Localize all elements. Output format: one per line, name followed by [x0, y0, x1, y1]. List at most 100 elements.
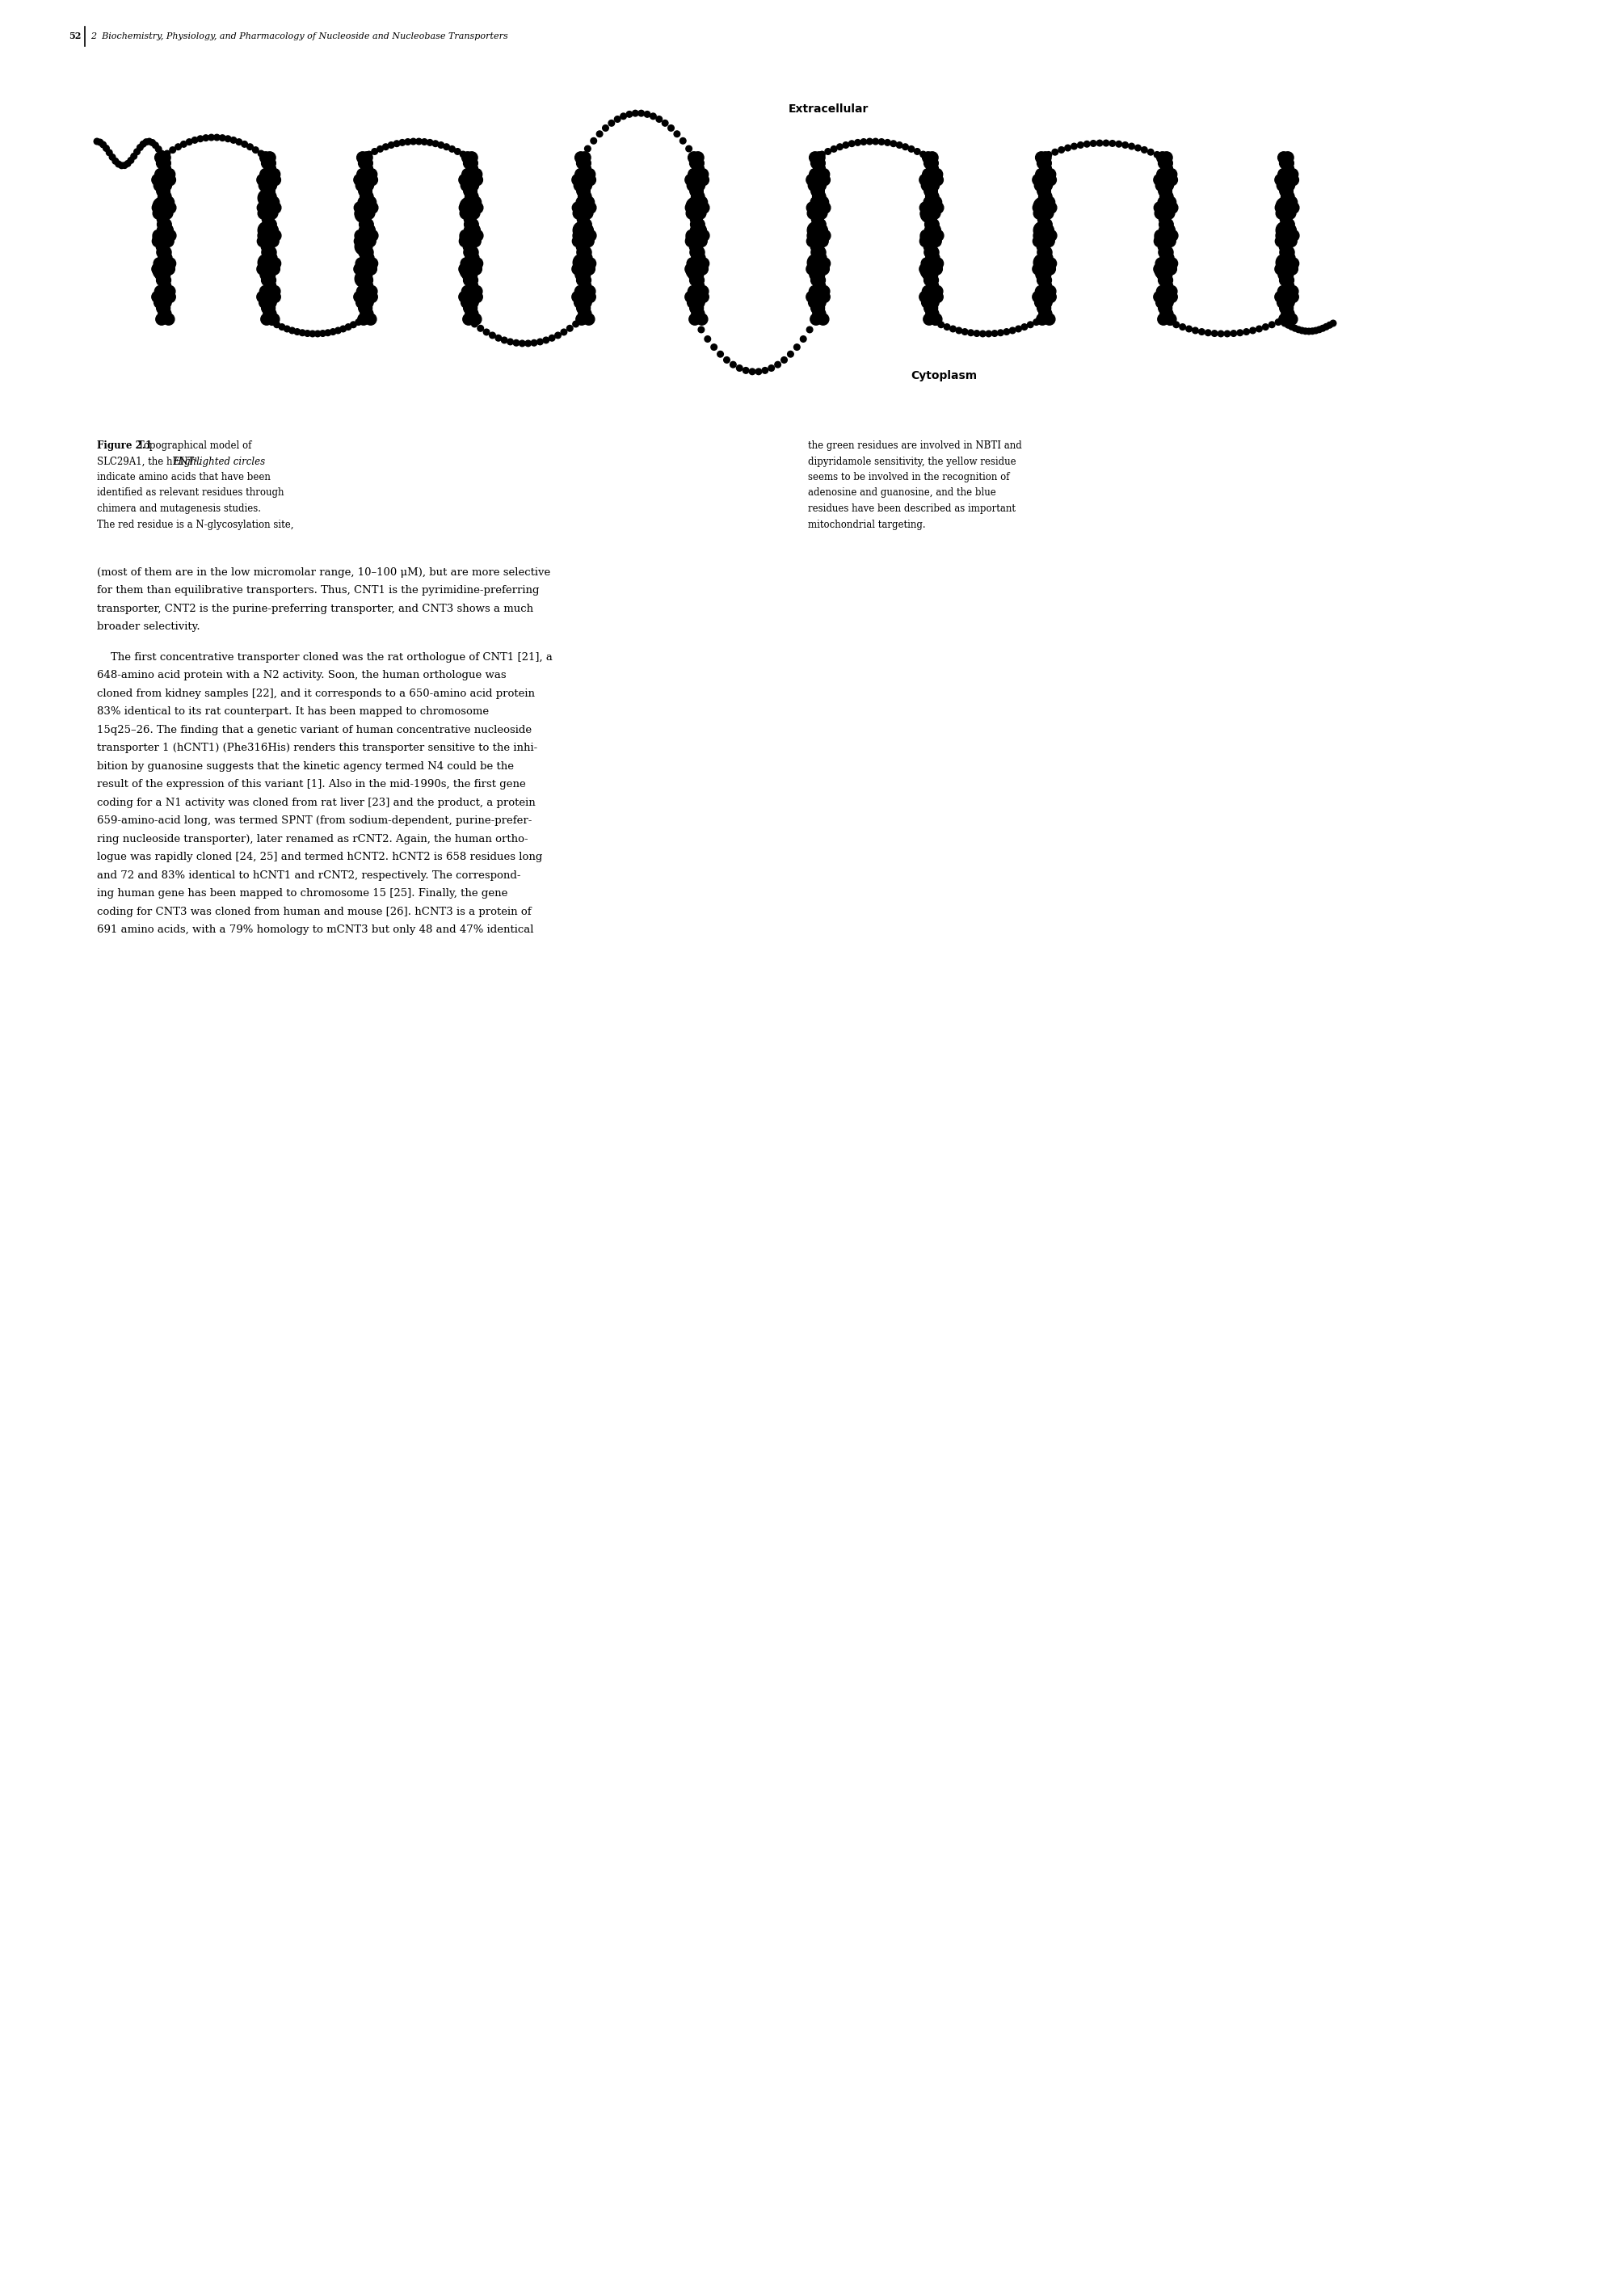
Circle shape	[580, 307, 591, 318]
Circle shape	[471, 286, 482, 298]
Circle shape	[520, 341, 525, 346]
Circle shape	[807, 229, 818, 241]
Circle shape	[159, 296, 172, 309]
Circle shape	[346, 323, 351, 330]
Circle shape	[692, 158, 703, 170]
Circle shape	[685, 147, 692, 151]
Circle shape	[1160, 186, 1173, 197]
Circle shape	[219, 135, 226, 142]
Circle shape	[755, 369, 762, 376]
Circle shape	[263, 268, 276, 280]
Circle shape	[921, 296, 934, 309]
Circle shape	[1288, 229, 1299, 241]
Circle shape	[814, 247, 825, 259]
Circle shape	[580, 163, 591, 174]
Circle shape	[921, 208, 932, 220]
Circle shape	[1155, 151, 1160, 158]
Circle shape	[810, 314, 822, 325]
Circle shape	[1285, 323, 1291, 328]
Circle shape	[950, 325, 957, 332]
Circle shape	[1065, 144, 1070, 151]
Circle shape	[818, 151, 825, 158]
Circle shape	[151, 263, 164, 275]
Circle shape	[270, 257, 281, 270]
Circle shape	[927, 307, 939, 318]
Circle shape	[161, 179, 172, 190]
Circle shape	[927, 179, 939, 190]
Circle shape	[1281, 280, 1294, 291]
Circle shape	[685, 229, 703, 247]
Circle shape	[495, 334, 502, 341]
Circle shape	[469, 236, 481, 247]
Circle shape	[1288, 202, 1299, 213]
Circle shape	[1224, 330, 1231, 337]
Circle shape	[261, 197, 273, 208]
Circle shape	[656, 117, 663, 121]
Circle shape	[817, 314, 828, 325]
Circle shape	[1280, 218, 1293, 231]
Circle shape	[1275, 236, 1286, 247]
Circle shape	[614, 117, 620, 121]
Circle shape	[1280, 247, 1291, 259]
Circle shape	[1156, 179, 1168, 190]
Circle shape	[263, 316, 270, 323]
Circle shape	[146, 137, 153, 144]
Circle shape	[162, 197, 174, 208]
Circle shape	[932, 202, 944, 213]
Circle shape	[768, 364, 775, 371]
Circle shape	[132, 153, 136, 160]
Circle shape	[265, 252, 278, 263]
Circle shape	[794, 344, 801, 351]
Circle shape	[1160, 252, 1171, 263]
Circle shape	[388, 142, 395, 149]
Circle shape	[890, 140, 896, 147]
Circle shape	[1161, 158, 1173, 170]
Circle shape	[1283, 307, 1294, 318]
Circle shape	[806, 263, 818, 275]
Circle shape	[1285, 225, 1296, 236]
Circle shape	[575, 170, 586, 181]
Circle shape	[627, 112, 632, 117]
Circle shape	[1155, 229, 1166, 241]
Circle shape	[944, 323, 950, 330]
Circle shape	[156, 147, 161, 151]
Circle shape	[361, 186, 372, 197]
Text: the green residues are involved in NBTI and: the green residues are involved in NBTI …	[809, 440, 1021, 451]
Circle shape	[460, 229, 477, 247]
Circle shape	[268, 314, 279, 325]
Circle shape	[810, 186, 823, 197]
Circle shape	[818, 174, 830, 186]
Circle shape	[464, 225, 476, 236]
Circle shape	[1281, 158, 1294, 170]
Circle shape	[158, 241, 169, 252]
Circle shape	[1122, 142, 1129, 149]
Circle shape	[362, 252, 374, 263]
Circle shape	[161, 225, 174, 236]
Circle shape	[156, 158, 167, 170]
Circle shape	[242, 142, 247, 147]
Circle shape	[261, 158, 273, 170]
Circle shape	[268, 318, 274, 325]
Circle shape	[872, 137, 879, 144]
Circle shape	[926, 252, 937, 263]
Circle shape	[695, 197, 708, 208]
Circle shape	[583, 286, 596, 298]
Text: Cytoplasm: Cytoplasm	[911, 371, 978, 380]
Circle shape	[814, 302, 825, 314]
Text: The first concentrative transporter cloned was the rat orthologue of CNT1 [21], : The first concentrative transporter clon…	[97, 653, 552, 662]
Circle shape	[464, 252, 477, 263]
Circle shape	[1281, 268, 1293, 280]
Circle shape	[140, 142, 146, 147]
Circle shape	[416, 137, 422, 144]
Circle shape	[458, 291, 471, 302]
Circle shape	[689, 151, 700, 163]
Circle shape	[1158, 158, 1169, 170]
Circle shape	[575, 268, 586, 280]
Circle shape	[359, 213, 370, 225]
Circle shape	[810, 197, 822, 208]
Circle shape	[265, 190, 276, 202]
Circle shape	[843, 142, 849, 149]
Circle shape	[1161, 296, 1173, 309]
Circle shape	[573, 179, 586, 190]
Circle shape	[1280, 213, 1291, 225]
